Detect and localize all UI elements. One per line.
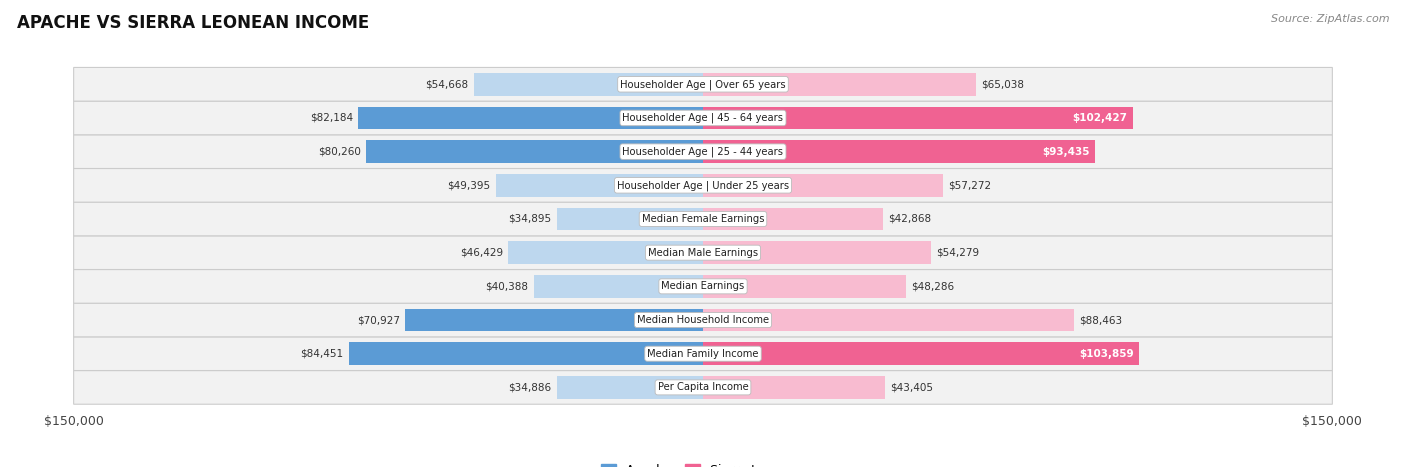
Text: $80,260: $80,260 <box>318 147 361 156</box>
Text: $34,895: $34,895 <box>509 214 551 224</box>
Bar <box>703 241 931 264</box>
Text: $54,668: $54,668 <box>426 79 468 89</box>
Bar <box>508 241 703 264</box>
Bar <box>703 106 1133 129</box>
Text: $93,435: $93,435 <box>1042 147 1090 156</box>
Text: Per Capita Income: Per Capita Income <box>658 382 748 392</box>
Text: Householder Age | Over 65 years: Householder Age | Over 65 years <box>620 79 786 90</box>
Legend: Apache, Sierra Leonean: Apache, Sierra Leonean <box>596 459 810 467</box>
Text: $49,395: $49,395 <box>447 180 491 191</box>
Bar <box>359 106 703 129</box>
Bar <box>533 275 703 298</box>
Text: $70,927: $70,927 <box>357 315 401 325</box>
Text: $48,286: $48,286 <box>911 281 953 291</box>
Bar <box>557 207 703 230</box>
Text: Median Male Earnings: Median Male Earnings <box>648 248 758 258</box>
Text: Householder Age | 25 - 44 years: Householder Age | 25 - 44 years <box>623 146 783 157</box>
FancyBboxPatch shape <box>73 269 1333 303</box>
Bar <box>703 207 883 230</box>
Text: $102,427: $102,427 <box>1073 113 1128 123</box>
FancyBboxPatch shape <box>73 370 1333 404</box>
FancyBboxPatch shape <box>73 337 1333 370</box>
Text: $57,272: $57,272 <box>948 180 991 191</box>
Text: $42,868: $42,868 <box>889 214 931 224</box>
Text: $84,451: $84,451 <box>301 349 343 359</box>
Text: $88,463: $88,463 <box>1080 315 1122 325</box>
Text: Householder Age | 45 - 64 years: Householder Age | 45 - 64 years <box>623 113 783 123</box>
Bar <box>703 376 886 399</box>
Bar <box>557 376 703 399</box>
Bar <box>703 140 1095 163</box>
Bar <box>366 140 703 163</box>
FancyBboxPatch shape <box>73 236 1333 269</box>
Text: Median Household Income: Median Household Income <box>637 315 769 325</box>
Text: Median Earnings: Median Earnings <box>661 281 745 291</box>
Text: $65,038: $65,038 <box>981 79 1024 89</box>
Bar <box>703 342 1139 365</box>
Bar <box>349 342 703 365</box>
Bar <box>474 73 703 96</box>
Text: Householder Age | Under 25 years: Householder Age | Under 25 years <box>617 180 789 191</box>
Bar <box>496 174 703 197</box>
FancyBboxPatch shape <box>73 135 1333 169</box>
Bar <box>703 174 943 197</box>
FancyBboxPatch shape <box>73 303 1333 337</box>
Text: $34,886: $34,886 <box>509 382 551 392</box>
FancyBboxPatch shape <box>73 101 1333 135</box>
Text: $82,184: $82,184 <box>309 113 353 123</box>
Text: $43,405: $43,405 <box>890 382 934 392</box>
Text: $40,388: $40,388 <box>485 281 529 291</box>
Text: $46,429: $46,429 <box>460 248 503 258</box>
Bar <box>703 73 976 96</box>
FancyBboxPatch shape <box>73 67 1333 101</box>
FancyBboxPatch shape <box>73 169 1333 202</box>
Text: Median Female Earnings: Median Female Earnings <box>641 214 765 224</box>
Text: $103,859: $103,859 <box>1078 349 1133 359</box>
FancyBboxPatch shape <box>73 202 1333 236</box>
Bar <box>703 275 905 298</box>
Bar <box>405 309 703 332</box>
Bar <box>703 309 1074 332</box>
Text: APACHE VS SIERRA LEONEAN INCOME: APACHE VS SIERRA LEONEAN INCOME <box>17 14 370 32</box>
Text: Median Family Income: Median Family Income <box>647 349 759 359</box>
Text: $54,279: $54,279 <box>936 248 979 258</box>
Text: Source: ZipAtlas.com: Source: ZipAtlas.com <box>1271 14 1389 24</box>
